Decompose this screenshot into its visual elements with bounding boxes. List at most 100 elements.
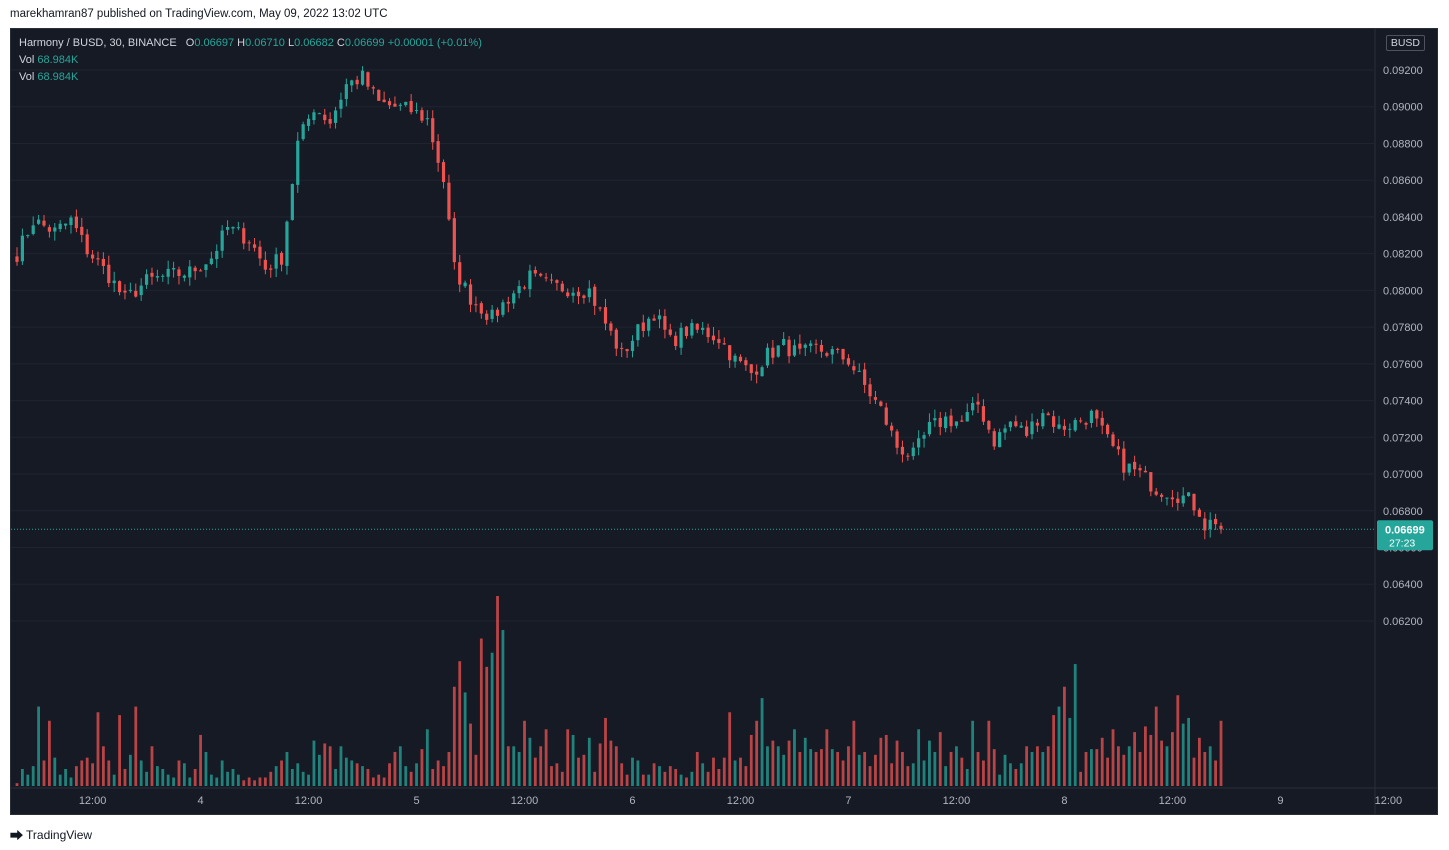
volume-bar [512, 746, 516, 786]
legend-volume-row-1[interactable]: Vol 68.984K [19, 52, 482, 69]
candle-body [506, 301, 510, 304]
candle-body [387, 101, 392, 106]
candle-body [544, 277, 548, 279]
volume-bar [447, 751, 451, 786]
currency-button[interactable]: BUSD [1385, 35, 1425, 51]
volume-bar [58, 774, 62, 786]
candle-body [528, 270, 532, 290]
volume-bar [1133, 732, 1137, 786]
volume-bar [879, 737, 883, 786]
candle-body [512, 293, 516, 304]
volume-bar [1111, 729, 1115, 786]
volume-bar [1046, 746, 1050, 786]
candle-body [879, 401, 883, 406]
candle-body [279, 252, 284, 265]
tradingview-logo-icon: ⮕ [10, 828, 23, 843]
chart-frame[interactable]: 0.062000.064000.066000.068000.070000.072… [10, 28, 1438, 815]
candle-body [1100, 417, 1104, 426]
candle-body [198, 270, 203, 272]
candle-body [150, 272, 154, 277]
candle-body [1160, 494, 1164, 497]
volume-bar [258, 777, 262, 786]
candle-body [765, 347, 770, 366]
candle-body [69, 217, 73, 226]
candle-body [463, 282, 467, 287]
candle-body [312, 112, 316, 121]
volume-bar [1192, 757, 1196, 786]
candle-body [760, 367, 764, 377]
volume-bar [145, 771, 148, 786]
time-tick-label: 8 [1061, 795, 1067, 807]
legend-vol-label: Vol [19, 71, 35, 83]
candle-body [1019, 425, 1023, 428]
volume-bar [550, 766, 553, 786]
volume-bar [1171, 732, 1174, 786]
candle-body [85, 234, 89, 255]
candle-body [377, 89, 381, 101]
candle-body [1122, 448, 1126, 473]
candle-body [31, 225, 35, 234]
candle-body [177, 269, 181, 276]
volume-bar [787, 740, 791, 786]
candle-body [944, 416, 948, 429]
candle-body [306, 118, 311, 126]
candle-body [690, 323, 694, 336]
legend-low-value: 0.06682 [294, 37, 334, 49]
candle-body [80, 226, 84, 235]
volume-bar [242, 780, 246, 786]
volume-bar [965, 768, 969, 786]
candle-body [301, 124, 305, 140]
candle-body [555, 280, 559, 283]
candle-body [188, 266, 192, 278]
candle-body [47, 227, 51, 232]
candle-body [414, 110, 419, 112]
volume-bar [523, 720, 526, 786]
candle-body [285, 221, 289, 266]
volume-bar [712, 757, 715, 786]
candlestick-chart[interactable]: 0.062000.064000.066000.068000.070000.072… [11, 29, 1437, 814]
candle-body [382, 99, 386, 103]
volume-bar [1176, 695, 1180, 786]
candle-body [42, 220, 46, 226]
volume-bar [690, 771, 694, 786]
volume-bar [1154, 706, 1158, 786]
candle-body [522, 287, 527, 289]
legend-volume-row-2[interactable]: Vol 68.984K [19, 69, 482, 86]
candle-body [1208, 519, 1212, 529]
price-tick-label: 0.08200 [1383, 249, 1423, 261]
volume-bar [474, 754, 478, 786]
volume-bar [1009, 763, 1012, 786]
candle-body [593, 286, 597, 306]
volume-bar [301, 771, 305, 786]
candle-body [722, 343, 726, 345]
candle-body [927, 421, 932, 435]
candle-body [657, 315, 662, 320]
volume-bar [577, 757, 580, 786]
volume-bar [280, 760, 283, 786]
candle-body [166, 268, 170, 277]
candle-body [101, 258, 105, 266]
volume-bar [571, 734, 575, 786]
volume-bar [544, 729, 548, 786]
volume-bar [182, 763, 186, 786]
legend-symbol[interactable]: Harmony / BUSD, 30, BINANCE [19, 37, 177, 49]
volume-bar [1030, 751, 1034, 786]
candle-body [582, 295, 586, 299]
candle-body [393, 103, 397, 107]
volume-bar [425, 729, 429, 786]
volume-bar [906, 766, 910, 786]
candle-body [1181, 495, 1185, 504]
candle-body [533, 270, 537, 274]
candle-body [436, 141, 440, 163]
volume-bar [631, 757, 634, 786]
candle-body [409, 100, 413, 113]
candle-body [647, 318, 651, 331]
candle-body [333, 110, 338, 123]
volume-bar [604, 717, 607, 786]
volume-bar [695, 751, 699, 786]
tradingview-brand[interactable]: ⮕ TradingView [10, 825, 92, 844]
candle-body [782, 338, 786, 346]
candle-body [458, 262, 462, 285]
candle-body [949, 415, 953, 427]
candle-body [366, 72, 370, 87]
